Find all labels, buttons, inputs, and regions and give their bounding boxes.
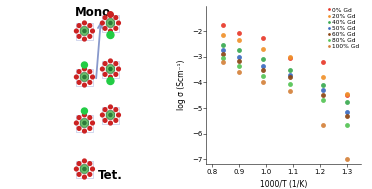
Circle shape [74,75,78,79]
Circle shape [81,108,87,114]
Circle shape [83,37,86,41]
Circle shape [83,129,86,133]
X-axis label: 1000/T (1/K): 1000/T (1/K) [260,180,307,189]
Circle shape [114,62,118,65]
Circle shape [100,113,104,117]
Circle shape [100,21,104,25]
Circle shape [103,108,107,112]
Circle shape [77,70,81,74]
Circle shape [109,67,112,70]
Circle shape [83,175,86,179]
Circle shape [74,121,78,125]
Circle shape [117,113,121,117]
Text: Mono.: Mono. [74,6,115,19]
Circle shape [103,62,107,65]
Circle shape [103,16,107,19]
Polygon shape [80,27,89,35]
Polygon shape [106,19,115,27]
Polygon shape [80,73,89,81]
Circle shape [109,75,112,79]
Circle shape [100,67,104,71]
Circle shape [103,26,107,30]
Circle shape [88,173,92,176]
Circle shape [83,67,86,71]
Polygon shape [106,65,115,73]
Circle shape [107,32,114,39]
Polygon shape [106,111,115,119]
Circle shape [107,77,114,84]
Circle shape [88,116,92,119]
Circle shape [83,113,86,117]
Circle shape [83,167,86,170]
Circle shape [91,167,94,171]
Text: Tet.: Tet. [98,169,123,182]
Circle shape [77,24,81,27]
Circle shape [117,21,121,25]
Circle shape [91,75,94,79]
Circle shape [109,13,112,17]
Circle shape [114,73,118,76]
Circle shape [109,121,112,125]
Circle shape [83,122,86,125]
Circle shape [77,126,81,130]
Circle shape [74,29,78,33]
Circle shape [88,162,92,166]
Circle shape [77,35,81,38]
Circle shape [91,29,94,33]
Circle shape [114,108,118,112]
Polygon shape [80,119,89,127]
Circle shape [103,119,107,122]
Circle shape [88,70,92,74]
Circle shape [91,121,94,125]
Circle shape [109,59,112,63]
Circle shape [77,116,81,119]
Circle shape [108,12,113,17]
Polygon shape [80,165,89,173]
Circle shape [88,35,92,38]
Circle shape [83,159,86,163]
Circle shape [74,167,78,171]
Circle shape [114,16,118,19]
Circle shape [83,21,86,25]
Y-axis label: log σ (Scm⁻¹): log σ (Scm⁻¹) [177,60,186,110]
Circle shape [114,119,118,122]
Circle shape [77,173,81,176]
Circle shape [117,67,121,71]
Circle shape [109,105,112,109]
Circle shape [81,62,87,68]
Circle shape [83,83,86,87]
Circle shape [88,126,92,130]
Circle shape [77,81,81,84]
Circle shape [109,22,112,25]
Circle shape [114,26,118,30]
Circle shape [83,29,86,33]
Circle shape [103,73,107,76]
Circle shape [77,162,81,166]
Legend: 0% Gd, 20% Gd, 40% Gd, 50% Gd, 60% Gd, 80% Gd, 100% Gd: 0% Gd, 20% Gd, 40% Gd, 50% Gd, 60% Gd, 8… [326,6,360,50]
Circle shape [88,81,92,84]
Circle shape [88,24,92,27]
Circle shape [109,29,112,33]
Circle shape [109,113,112,117]
Circle shape [83,75,86,79]
